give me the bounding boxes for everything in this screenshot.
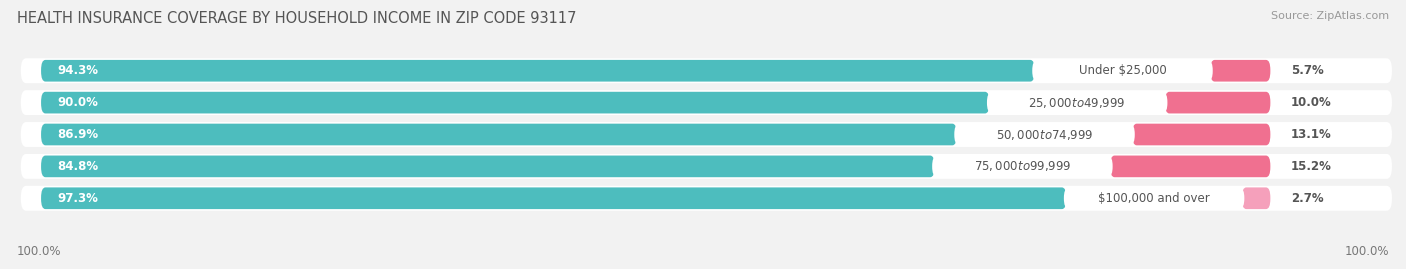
Text: 100.0%: 100.0% bbox=[1344, 245, 1389, 258]
Text: 94.3%: 94.3% bbox=[58, 64, 98, 77]
Text: $50,000 to $74,999: $50,000 to $74,999 bbox=[995, 128, 1094, 141]
Text: 100.0%: 100.0% bbox=[17, 245, 62, 258]
FancyBboxPatch shape bbox=[21, 186, 1392, 211]
Text: 86.9%: 86.9% bbox=[58, 128, 98, 141]
FancyBboxPatch shape bbox=[987, 93, 1167, 112]
FancyBboxPatch shape bbox=[41, 155, 935, 177]
Text: Under $25,000: Under $25,000 bbox=[1078, 64, 1167, 77]
FancyBboxPatch shape bbox=[955, 125, 1135, 144]
FancyBboxPatch shape bbox=[21, 58, 1392, 83]
Text: $100,000 and over: $100,000 and over bbox=[1098, 192, 1211, 205]
FancyBboxPatch shape bbox=[41, 60, 1035, 82]
FancyBboxPatch shape bbox=[41, 124, 956, 145]
Text: HEALTH INSURANCE COVERAGE BY HOUSEHOLD INCOME IN ZIP CODE 93117: HEALTH INSURANCE COVERAGE BY HOUSEHOLD I… bbox=[17, 11, 576, 26]
Text: 84.8%: 84.8% bbox=[58, 160, 98, 173]
FancyBboxPatch shape bbox=[1241, 187, 1271, 209]
FancyBboxPatch shape bbox=[1132, 124, 1271, 145]
FancyBboxPatch shape bbox=[1064, 188, 1244, 208]
Text: 5.7%: 5.7% bbox=[1291, 64, 1323, 77]
FancyBboxPatch shape bbox=[41, 92, 990, 114]
Text: 10.0%: 10.0% bbox=[1291, 96, 1331, 109]
FancyBboxPatch shape bbox=[1111, 155, 1271, 177]
Text: 97.3%: 97.3% bbox=[58, 192, 98, 205]
FancyBboxPatch shape bbox=[1211, 60, 1271, 82]
FancyBboxPatch shape bbox=[41, 187, 1066, 209]
FancyBboxPatch shape bbox=[932, 157, 1112, 176]
FancyBboxPatch shape bbox=[21, 90, 1392, 115]
FancyBboxPatch shape bbox=[1032, 61, 1213, 81]
Text: 2.7%: 2.7% bbox=[1291, 192, 1323, 205]
FancyBboxPatch shape bbox=[1166, 92, 1271, 114]
FancyBboxPatch shape bbox=[21, 154, 1392, 179]
Text: 15.2%: 15.2% bbox=[1291, 160, 1331, 173]
Text: $75,000 to $99,999: $75,000 to $99,999 bbox=[974, 159, 1071, 174]
Text: $25,000 to $49,999: $25,000 to $49,999 bbox=[1028, 95, 1126, 110]
FancyBboxPatch shape bbox=[21, 122, 1392, 147]
Text: 90.0%: 90.0% bbox=[58, 96, 98, 109]
Text: 13.1%: 13.1% bbox=[1291, 128, 1331, 141]
Text: Source: ZipAtlas.com: Source: ZipAtlas.com bbox=[1271, 11, 1389, 21]
